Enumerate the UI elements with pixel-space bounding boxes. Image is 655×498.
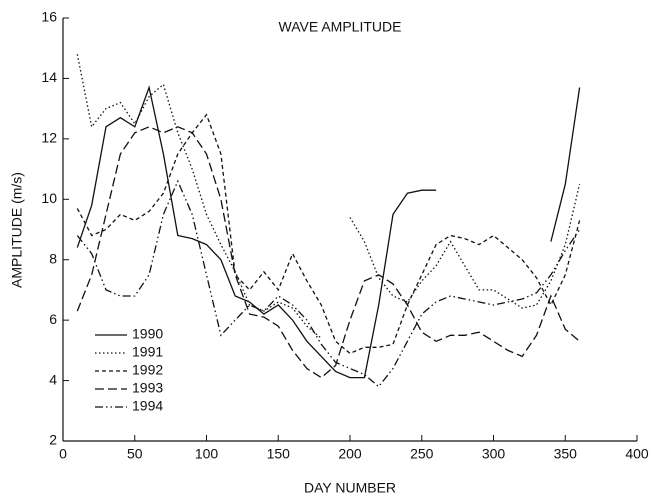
x-tick-label: 150 bbox=[267, 446, 291, 462]
legend-label: 1991 bbox=[132, 344, 163, 360]
y-tick-label: 14 bbox=[41, 69, 57, 85]
x-tick-label: 350 bbox=[554, 446, 578, 462]
legend-label: 1990 bbox=[132, 326, 163, 342]
series-line bbox=[76, 126, 581, 379]
y-axis-label: AMPLITUDE (m/s) bbox=[9, 172, 25, 288]
x-tick-label: 250 bbox=[410, 446, 434, 462]
y-tick-label: 2 bbox=[49, 432, 57, 448]
legend-label: 1994 bbox=[132, 398, 163, 414]
series-line bbox=[76, 54, 581, 339]
y-tick-label: 6 bbox=[49, 311, 57, 327]
y-tick-label: 4 bbox=[49, 371, 57, 387]
y-tick-label: 10 bbox=[41, 190, 57, 206]
series-line bbox=[76, 113, 581, 355]
x-axis-label: DAY NUMBER bbox=[304, 480, 396, 496]
y-tick-label: 12 bbox=[41, 130, 57, 146]
x-tick-label: 50 bbox=[127, 446, 143, 462]
x-tick-label: 0 bbox=[59, 446, 67, 462]
x-tick-label: 300 bbox=[482, 446, 506, 462]
y-tick-label: 8 bbox=[49, 250, 57, 266]
x-tick-label: 400 bbox=[625, 446, 649, 462]
x-tick-label: 100 bbox=[195, 446, 219, 462]
series-line bbox=[76, 179, 581, 388]
x-tick-label: 200 bbox=[338, 446, 362, 462]
y-tick-label: 16 bbox=[41, 9, 57, 25]
legend-label: 1992 bbox=[132, 362, 163, 378]
legend-label: 1993 bbox=[132, 380, 163, 396]
chart-title: WAVE AMPLITUDE bbox=[279, 19, 402, 35]
